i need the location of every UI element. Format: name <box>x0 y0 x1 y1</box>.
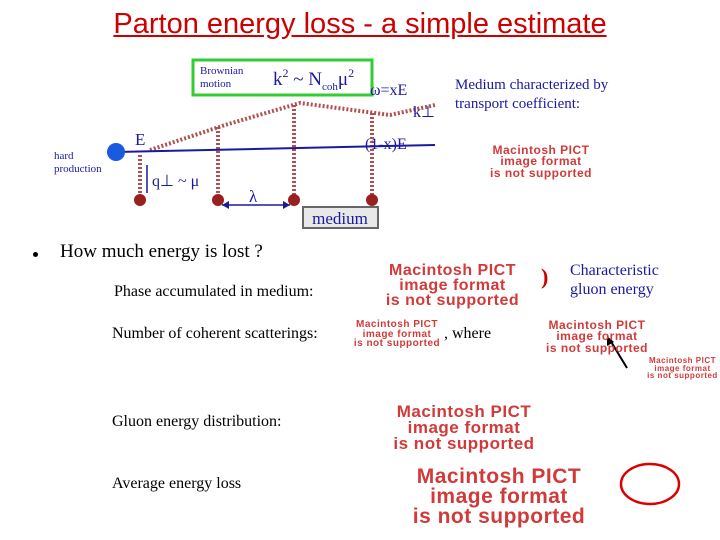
hard-production-2: production <box>54 163 102 175</box>
formula-part: μ <box>338 69 348 90</box>
distribution-label: Gluon energy distribution: <box>112 413 282 430</box>
average-label: Average energy loss <box>112 475 242 492</box>
pict-placeholder: Macintosh PICT image format is not support… <box>352 320 442 349</box>
formula-k: k2 ~ Ncohμ2 <box>273 66 354 93</box>
paren: ) <box>541 264 548 289</box>
coherent-label: Number of coherent scatterings: <box>112 325 318 342</box>
pict-line: is not supported <box>647 371 718 381</box>
note-line: transport coefficient: <box>455 96 581 112</box>
char-line: Characteristic <box>570 262 659 279</box>
highlight-ellipse <box>619 462 681 506</box>
char-energy: Characteristic gluon energy <box>570 261 659 299</box>
brownian-box <box>191 58 374 97</box>
pict-line: is not supported <box>385 292 520 310</box>
pict-placeholder: Macintosh PICT image format is not support… <box>330 465 668 528</box>
pict-placeholder: Macintosh PICT image format is not support… <box>528 318 666 355</box>
scattering-centers <box>134 194 378 206</box>
pict-line: Macintosh PICT <box>396 402 532 421</box>
lambda: λ <box>249 187 258 206</box>
pict-line: image format <box>430 484 568 508</box>
pict-line: image format <box>407 418 521 438</box>
diagram: Brownian motion k2 ~ Ncohμ2 λ medium E (… <box>54 58 436 229</box>
pict-line: image format <box>500 154 582 169</box>
pointer-arrow <box>609 339 628 369</box>
pict-placeholder: Macintosh PICT image format is not support… <box>645 357 720 380</box>
where-label: , where <box>444 325 492 342</box>
exchange-lines <box>138 105 374 198</box>
formula-part: coh <box>322 81 338 93</box>
pict-placeholder: Macintosh PICT image format is not support… <box>340 402 588 454</box>
pict-line: is not supported <box>490 165 592 180</box>
kt-label: k⊥ <box>413 104 435 121</box>
title: Parton energy loss - a simple estimate <box>113 8 607 40</box>
qt-label: q⊥ ~ μ <box>152 173 199 190</box>
pict-line: Macintosh PICT <box>388 262 516 279</box>
pict-line: is not supported <box>393 434 535 454</box>
quark-line <box>115 144 436 153</box>
pict-line: Macintosh PICT <box>416 465 582 488</box>
energy-label: E <box>135 130 145 149</box>
phase-label: Phase accumulated in medium: <box>114 283 314 300</box>
production-vertex <box>107 143 125 161</box>
pict-line: is not supported <box>412 504 586 528</box>
gluon-line <box>149 100 436 152</box>
formula-part: 2 <box>348 66 354 80</box>
formula-part: 2 <box>283 66 289 80</box>
bullet <box>33 252 38 257</box>
pict-line: image format <box>399 277 506 295</box>
formula-part: ~ N <box>289 69 323 90</box>
pict-line: is not supported <box>546 340 648 355</box>
lambda-arrowheads <box>222 201 290 209</box>
pict-line: Macintosh PICT <box>355 319 438 330</box>
medium-box <box>302 206 379 229</box>
pict-line: Macintosh PICT <box>648 356 716 365</box>
pict-line: Macintosh PICT <box>492 143 590 157</box>
medium-label: medium <box>312 209 368 228</box>
note-line: Medium characterized by <box>455 77 609 93</box>
pict-line: is not supported <box>353 338 441 349</box>
pict-line: image format <box>654 363 711 373</box>
hard-production-1: hard <box>54 150 74 162</box>
omega-label: ω=xE <box>370 82 407 99</box>
char-line: gluon energy <box>570 281 654 298</box>
arrowhead <box>607 336 614 346</box>
pict-line: Macintosh PICT <box>548 318 646 332</box>
question: How much energy is lost ? <box>60 241 263 262</box>
pict-line: image format <box>556 329 638 344</box>
brownian-label-2: motion <box>200 78 232 90</box>
remaining-energy: (1-x)E <box>365 136 407 153</box>
pict-line: image format <box>362 328 432 340</box>
formula-part: k <box>273 69 283 90</box>
pict-placeholder: Macintosh PICT image format is not support… <box>360 262 545 310</box>
brownian-label-1: Brownian <box>200 65 244 77</box>
medium-note: Medium characterized by transport coeffi… <box>455 76 608 114</box>
pict-placeholder: Macintosh PICT image format is not support… <box>476 143 606 180</box>
